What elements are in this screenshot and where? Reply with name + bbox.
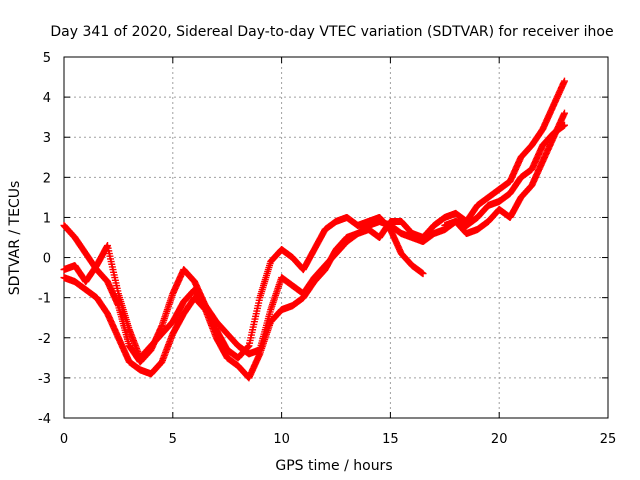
series-track-3 <box>60 77 568 362</box>
y-tick-label: 1 <box>43 211 51 226</box>
data-point <box>560 109 568 117</box>
x-tick-label: 25 <box>600 432 617 447</box>
axis-ticks: 0 5 10 15 20 25 -4 -3 -2 -1 0 1 2 3 4 5 <box>38 51 616 447</box>
y-tick-label: 3 <box>43 131 51 146</box>
series-track-1 <box>60 213 427 366</box>
grid <box>64 57 608 418</box>
y-tick-label: 0 <box>43 252 51 267</box>
x-tick-label: 0 <box>60 432 68 447</box>
data-points <box>60 77 568 382</box>
y-tick-label: 4 <box>43 91 51 106</box>
data-point <box>560 77 568 85</box>
x-tick-label: 10 <box>273 432 290 447</box>
y-tick-label: -3 <box>38 372 51 387</box>
plot-frame <box>63 56 609 419</box>
x-tick-label: 5 <box>169 432 177 447</box>
x-tick-label: 15 <box>382 432 399 447</box>
y-tick-label: 2 <box>43 171 51 186</box>
series-track-4 <box>441 109 568 237</box>
y-tick-label: -2 <box>38 332 51 347</box>
chart-title: Day 341 of 2020, Sidereal Day-to-day VTE… <box>50 24 613 40</box>
data-point <box>419 270 427 278</box>
y-tick-label: -4 <box>38 412 51 427</box>
y-tick-label: -1 <box>38 292 51 307</box>
y-axis-label: SDTVAR / TECUs <box>7 181 23 296</box>
x-tick-label: 20 <box>491 432 508 447</box>
x-axis-label: GPS time / hours <box>275 458 392 474</box>
y-tick-label: 5 <box>43 51 51 66</box>
